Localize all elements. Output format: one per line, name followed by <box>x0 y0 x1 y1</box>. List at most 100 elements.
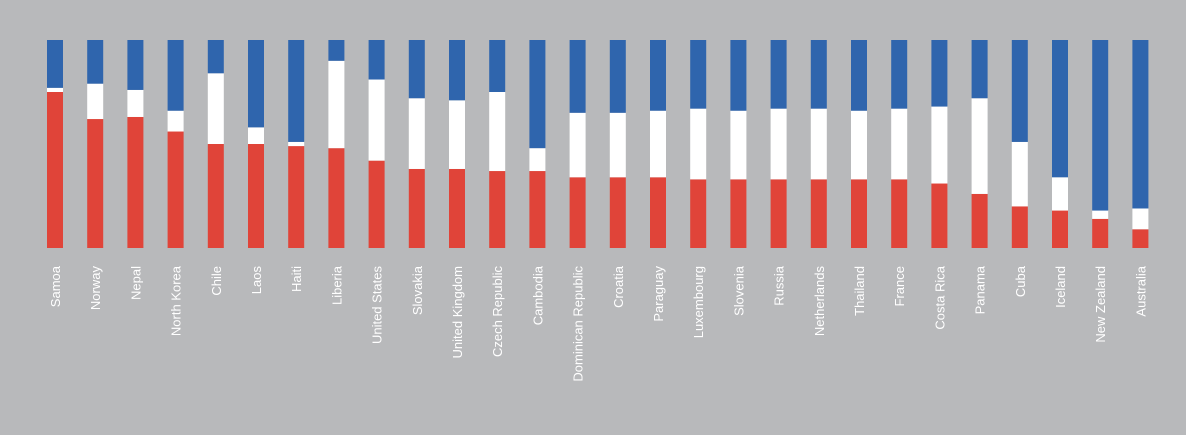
bar-segment-white-cambodia <box>529 148 546 172</box>
bar-segment-red-iceland <box>1052 210 1068 248</box>
bar-segment-red-paraguay <box>650 177 666 248</box>
bar-segment-red-united-states <box>368 160 385 248</box>
bar-segment-white-new-zealand <box>1092 210 1109 219</box>
category-label: Costa Rica <box>932 265 947 329</box>
bar-segment-red-australia <box>1132 229 1149 248</box>
category-label: Cuba <box>1013 265 1028 297</box>
bar-segment-blue-new-zealand <box>1092 40 1109 211</box>
bar-segment-red-slovakia <box>408 168 425 248</box>
bar-segment-white-czech-republic <box>489 92 506 172</box>
bar-segment-blue-australia <box>1132 40 1149 209</box>
category-label: Chile <box>209 266 224 296</box>
bar-segment-red-laos <box>248 144 264 248</box>
category-label: Laos <box>249 266 264 295</box>
category-label: Dominican Republic <box>571 266 586 382</box>
bar-segment-blue-liberia <box>328 40 345 61</box>
category-label: Samoa <box>48 265 63 307</box>
category-label: Luxembourg <box>691 266 706 338</box>
bar-segment-blue-costa-rica <box>931 40 948 107</box>
bar-segment-white-croatia <box>609 112 626 178</box>
bar-segment-blue-samoa <box>47 40 63 88</box>
bar-segment-white-chile <box>207 73 224 144</box>
bar-segment-red-luxembourg <box>690 179 707 248</box>
bar-segment-white-iceland <box>1052 177 1068 211</box>
bar-segment-red-cuba <box>1011 206 1028 248</box>
bar-segment-blue-slovenia <box>730 40 747 111</box>
bar-segment-white-panama <box>971 98 988 194</box>
category-label: Thailand <box>852 266 867 316</box>
bar-segment-blue-chile <box>207 40 224 74</box>
bar-segment-white-netherlands <box>810 108 827 180</box>
bar-segment-red-norway <box>87 119 104 248</box>
bar-segment-white-dominican-republic <box>569 112 586 178</box>
bar-segment-white-united-kingdom <box>449 100 465 169</box>
category-label: New Zealand <box>1093 266 1108 343</box>
bar-segment-red-france <box>891 179 908 248</box>
bar-segment-red-haiti <box>288 146 305 248</box>
category-label: Panama <box>973 265 988 314</box>
bar-segment-blue-cambodia <box>529 40 546 149</box>
bar-segment-blue-north-korea <box>167 40 184 111</box>
bar-segment-red-chile <box>207 144 224 248</box>
category-label: Paraguay <box>651 266 666 322</box>
bar-segment-blue-united-kingdom <box>449 40 465 101</box>
bar-segment-red-russia <box>770 179 787 248</box>
bar-segment-white-norway <box>87 83 104 120</box>
bar-segment-blue-thailand <box>851 40 867 111</box>
bar-segment-red-north-korea <box>167 131 184 248</box>
bar-segment-red-new-zealand <box>1092 218 1109 248</box>
bar-segment-blue-laos <box>248 40 264 128</box>
bar-segment-blue-paraguay <box>650 40 666 111</box>
bar-segment-white-cuba <box>1011 141 1028 207</box>
category-label: Liberia <box>329 265 344 305</box>
bar-segment-white-france <box>891 108 908 180</box>
category-label: United Kingdom <box>450 266 465 359</box>
bar-segment-blue-slovakia <box>408 40 425 99</box>
bar-segment-blue-netherlands <box>810 40 827 109</box>
bar-segment-white-thailand <box>851 110 867 180</box>
bar-segment-red-united-kingdom <box>449 168 465 248</box>
bar-segment-white-laos <box>248 127 264 144</box>
bar-segment-white-nepal <box>127 89 144 117</box>
category-label: Haiti <box>289 266 304 292</box>
bar-segment-white-slovenia <box>730 110 747 180</box>
bar-segment-white-russia <box>770 108 787 180</box>
bar-segment-blue-russia <box>770 40 787 109</box>
bar-segment-blue-dominican-republic <box>569 40 586 113</box>
bar-segment-red-nepal <box>127 116 144 249</box>
bar-segment-blue-france <box>891 40 908 109</box>
bar-segment-red-cambodia <box>529 171 546 248</box>
bar-segment-red-samoa <box>47 92 63 248</box>
category-label: Russia <box>772 265 787 306</box>
bar-segment-blue-iceland <box>1052 40 1068 178</box>
category-label: United States <box>370 266 385 345</box>
bar-segment-white-australia <box>1132 208 1149 230</box>
bar-segment-red-czech-republic <box>489 171 506 248</box>
bar-segment-white-slovakia <box>408 98 425 169</box>
category-label: Nepal <box>128 266 143 300</box>
bar-segment-red-thailand <box>851 179 867 248</box>
bar-segment-blue-united-states <box>368 40 385 80</box>
bar-segment-white-haiti <box>288 141 305 147</box>
bar-segment-blue-croatia <box>609 40 626 113</box>
category-label: Cambodia <box>530 265 545 325</box>
bar-segment-red-croatia <box>609 177 626 248</box>
category-label: Iceland <box>1053 266 1068 308</box>
bar-segment-white-paraguay <box>650 110 666 178</box>
bar-segment-red-slovenia <box>730 179 747 248</box>
bar-segment-blue-luxembourg <box>690 40 707 109</box>
category-label: Norway <box>88 266 103 311</box>
bar-segment-white-united-states <box>368 79 385 161</box>
bar-segment-white-samoa <box>47 87 63 92</box>
bar-segment-red-panama <box>971 193 988 248</box>
category-label: Slovakia <box>410 265 425 315</box>
bar-segment-blue-panama <box>971 40 988 99</box>
bar-segment-red-costa-rica <box>931 183 948 248</box>
bar-segment-blue-nepal <box>127 40 144 90</box>
bar-segment-red-dominican-republic <box>569 177 586 248</box>
bar-segment-red-netherlands <box>810 179 827 248</box>
category-label: Slovenia <box>731 265 746 316</box>
bar-segment-red-liberia <box>328 148 345 248</box>
